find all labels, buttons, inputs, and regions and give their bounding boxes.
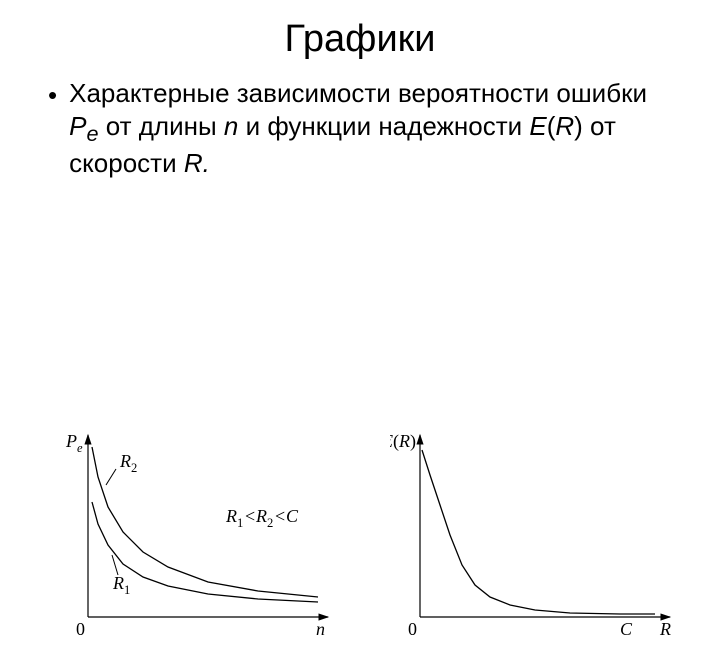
svg-text:C: C — [620, 619, 633, 639]
svg-text:0: 0 — [76, 619, 85, 639]
svg-text:2: 2 — [267, 516, 273, 530]
svg-text:1: 1 — [237, 516, 243, 530]
svg-text:R: R — [225, 506, 237, 526]
page-title: Графики — [0, 0, 720, 61]
svg-text:2: 2 — [131, 461, 137, 475]
svg-text:<: < — [245, 506, 255, 526]
chart-e-vs-r: E(R) 0 C R — [390, 427, 680, 647]
bullet-text: Характерные зависимости вероятности ошиб… — [69, 77, 672, 179]
svg-text:n: n — [316, 619, 325, 639]
description-bullet: • Характерные зависимости вероятности ош… — [0, 61, 720, 179]
svg-text:P: P — [65, 431, 77, 451]
svg-text:E(R): E(R) — [390, 431, 416, 452]
bullet-dot: • — [48, 79, 57, 112]
chart-pe-vs-n: PeR2R1R1<R2<C0n — [58, 427, 358, 647]
svg-text:0: 0 — [408, 619, 417, 639]
svg-text:R: R — [119, 451, 131, 471]
svg-text:<: < — [275, 506, 285, 526]
svg-text:e: e — [77, 441, 83, 455]
charts-container: PeR2R1R1<R2<C0n E(R)0CR — [0, 179, 720, 479]
svg-text:R: R — [659, 619, 671, 639]
svg-text:R: R — [112, 573, 124, 593]
svg-text:R: R — [255, 506, 267, 526]
svg-text:1: 1 — [124, 583, 130, 597]
svg-text:C: C — [286, 506, 299, 526]
